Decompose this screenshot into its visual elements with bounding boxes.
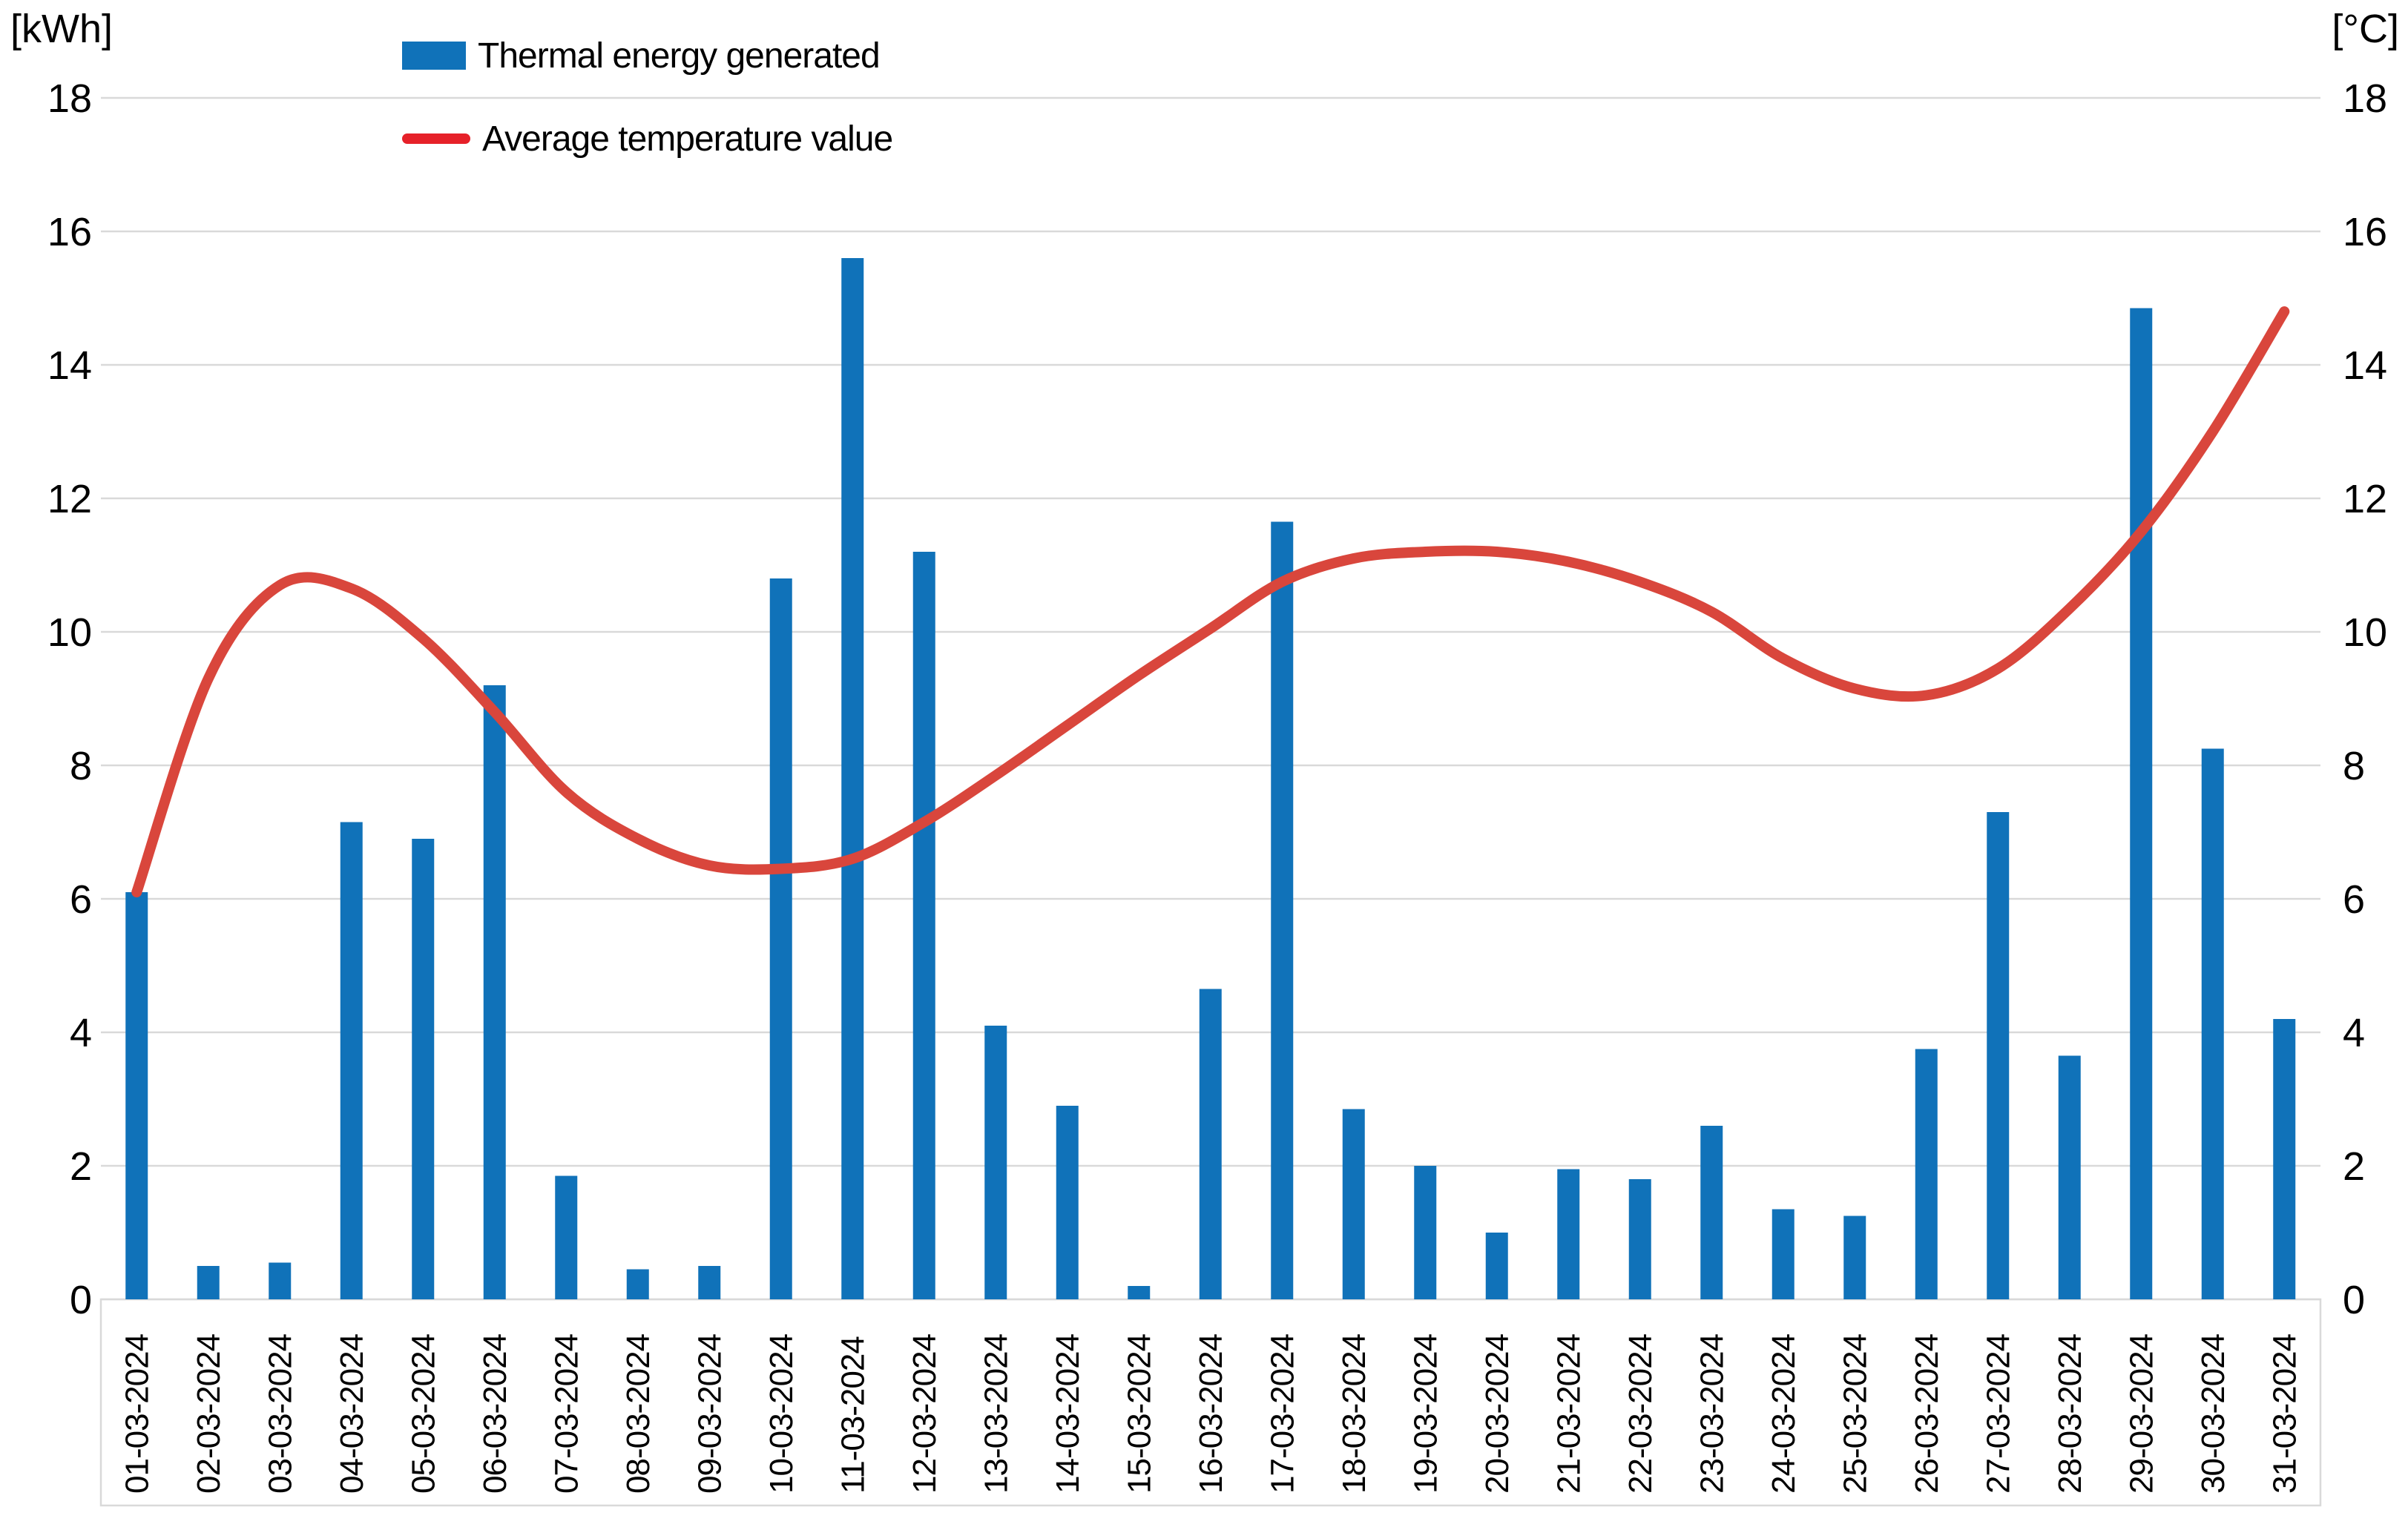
bar <box>2058 1055 2081 1299</box>
y-axis-tick-label-right: 2 <box>2343 1144 2365 1189</box>
bar <box>1772 1209 1795 1299</box>
y-axis-tick-label-right: 10 <box>2343 610 2387 655</box>
bar <box>1199 989 1222 1299</box>
x-axis-tick-label: 22-03-2024 <box>1622 1333 1659 1494</box>
x-axis-tick-label: 28-03-2024 <box>2052 1333 2088 1494</box>
legend: Thermal energy generated Average tempera… <box>402 36 893 203</box>
right-axis-unit-label: [°C] <box>2332 7 2399 51</box>
x-axis-tick-label: 07-03-2024 <box>548 1333 585 1494</box>
x-axis-tick-label: 20-03-2024 <box>1479 1333 1516 1494</box>
bar <box>2273 1019 2296 1299</box>
y-axis-tick-label-left: 6 <box>70 877 92 922</box>
bar <box>1342 1109 1365 1299</box>
y-axis-tick-label-right: 8 <box>2343 744 2365 788</box>
bar <box>1056 1106 1079 1299</box>
bar <box>984 1026 1007 1299</box>
legend-label-thermal-energy: Thermal energy generated <box>478 36 881 76</box>
y-axis-tick-label-left: 2 <box>70 1144 92 1189</box>
x-axis-tick-label: 26-03-2024 <box>1909 1333 1945 1494</box>
x-axis-tick-label: 08-03-2024 <box>620 1333 657 1494</box>
bar <box>769 578 792 1299</box>
y-axis-tick-label-left: 10 <box>47 610 92 655</box>
x-axis-tick-label: 02-03-2024 <box>191 1333 227 1494</box>
x-axis-tick-label: 16-03-2024 <box>1193 1333 1229 1494</box>
x-axis-tick-label: 25-03-2024 <box>1837 1333 1873 1494</box>
x-axis-tick-label: 05-03-2024 <box>405 1333 441 1494</box>
bar <box>340 822 363 1299</box>
y-axis-tick-label-left: 0 <box>70 1278 92 1322</box>
bar <box>1271 521 1294 1299</box>
y-axis-tick-label-right: 4 <box>2343 1011 2365 1055</box>
left-axis-unit-label: [kWh] <box>10 7 114 51</box>
x-axis-tick-label: 09-03-2024 <box>691 1333 728 1494</box>
y-axis-tick-label-right: 18 <box>2343 76 2387 121</box>
y-axis-tick-label-left: 8 <box>70 744 92 788</box>
bar <box>1915 1049 1938 1299</box>
x-axis-tick-label: 31-03-2024 <box>2266 1333 2303 1494</box>
x-axis-tick-label: 17-03-2024 <box>1264 1333 1300 1494</box>
bar <box>912 552 935 1299</box>
y-axis-tick-label-left: 18 <box>47 76 92 121</box>
x-axis-tick-label: 24-03-2024 <box>1766 1333 1802 1494</box>
bar <box>626 1269 649 1299</box>
x-axis-tick-label: 10-03-2024 <box>763 1333 800 1494</box>
bar <box>197 1266 220 1299</box>
bar <box>125 892 148 1299</box>
y-axis-tick-label-right: 14 <box>2343 343 2387 388</box>
bar <box>412 839 435 1299</box>
y-axis-tick-label-left: 12 <box>47 477 92 521</box>
temperature-line <box>131 306 2290 897</box>
bar <box>1128 1286 1151 1299</box>
x-axis-tick-label: 01-03-2024 <box>119 1333 155 1494</box>
x-axis-tick-label: 03-03-2024 <box>262 1333 298 1494</box>
bar <box>1414 1166 1437 1299</box>
y-axis-tick-label-right: 6 <box>2343 877 2365 922</box>
bar <box>1628 1179 1651 1299</box>
x-axis-tick-label: 30-03-2024 <box>2195 1333 2231 1494</box>
bar <box>1987 812 2010 1299</box>
bar <box>1700 1126 1723 1299</box>
bar <box>841 258 864 1299</box>
bar <box>1557 1169 1580 1299</box>
x-axis-tick-label: 21-03-2024 <box>1550 1333 1587 1494</box>
x-axis-tick-label: 19-03-2024 <box>1407 1333 1444 1494</box>
bar <box>698 1266 721 1299</box>
y-axis-tick-label-left: 16 <box>47 210 92 254</box>
bar <box>2201 748 2224 1299</box>
bar <box>1485 1233 1508 1299</box>
y-axis-tick-label-right: 16 <box>2343 210 2387 254</box>
legend-label-average-temperature: Average temperature value <box>482 119 893 159</box>
bar <box>2130 308 2153 1299</box>
x-axis-tick-label: 04-03-2024 <box>334 1333 370 1494</box>
bar-series-swatch-icon <box>402 42 466 70</box>
bar <box>555 1175 578 1299</box>
bar <box>269 1262 292 1299</box>
line-series-swatch-icon <box>402 133 470 144</box>
legend-item-thermal-energy: Thermal energy generated <box>402 36 892 76</box>
y-axis-tick-label-left: 4 <box>70 1011 92 1055</box>
bar <box>1843 1216 1866 1299</box>
x-axis-tick-label: 11-03-2024 <box>835 1336 871 1494</box>
y-axis-tick-label-right: 12 <box>2343 477 2387 521</box>
x-axis-tick-label: 12-03-2024 <box>907 1333 943 1494</box>
x-axis-tick-label: 13-03-2024 <box>978 1333 1014 1494</box>
x-axis-tick-label: 14-03-2024 <box>1050 1333 1086 1494</box>
y-axis-tick-label-left: 14 <box>47 343 92 388</box>
x-axis-tick-label: 27-03-2024 <box>1980 1333 2016 1494</box>
bar <box>483 685 506 1299</box>
x-axis-tick-label: 18-03-2024 <box>1336 1333 1372 1494</box>
x-axis-tick-label: 29-03-2024 <box>2123 1333 2159 1494</box>
y-axis-tick-label-right: 0 <box>2343 1278 2365 1322</box>
legend-item-average-temperature: Average temperature value <box>402 119 893 159</box>
x-axis-tick-label: 06-03-2024 <box>477 1333 513 1494</box>
x-axis-tick-label: 15-03-2024 <box>1121 1333 1157 1494</box>
x-axis-tick-label: 23-03-2024 <box>1694 1333 1730 1494</box>
